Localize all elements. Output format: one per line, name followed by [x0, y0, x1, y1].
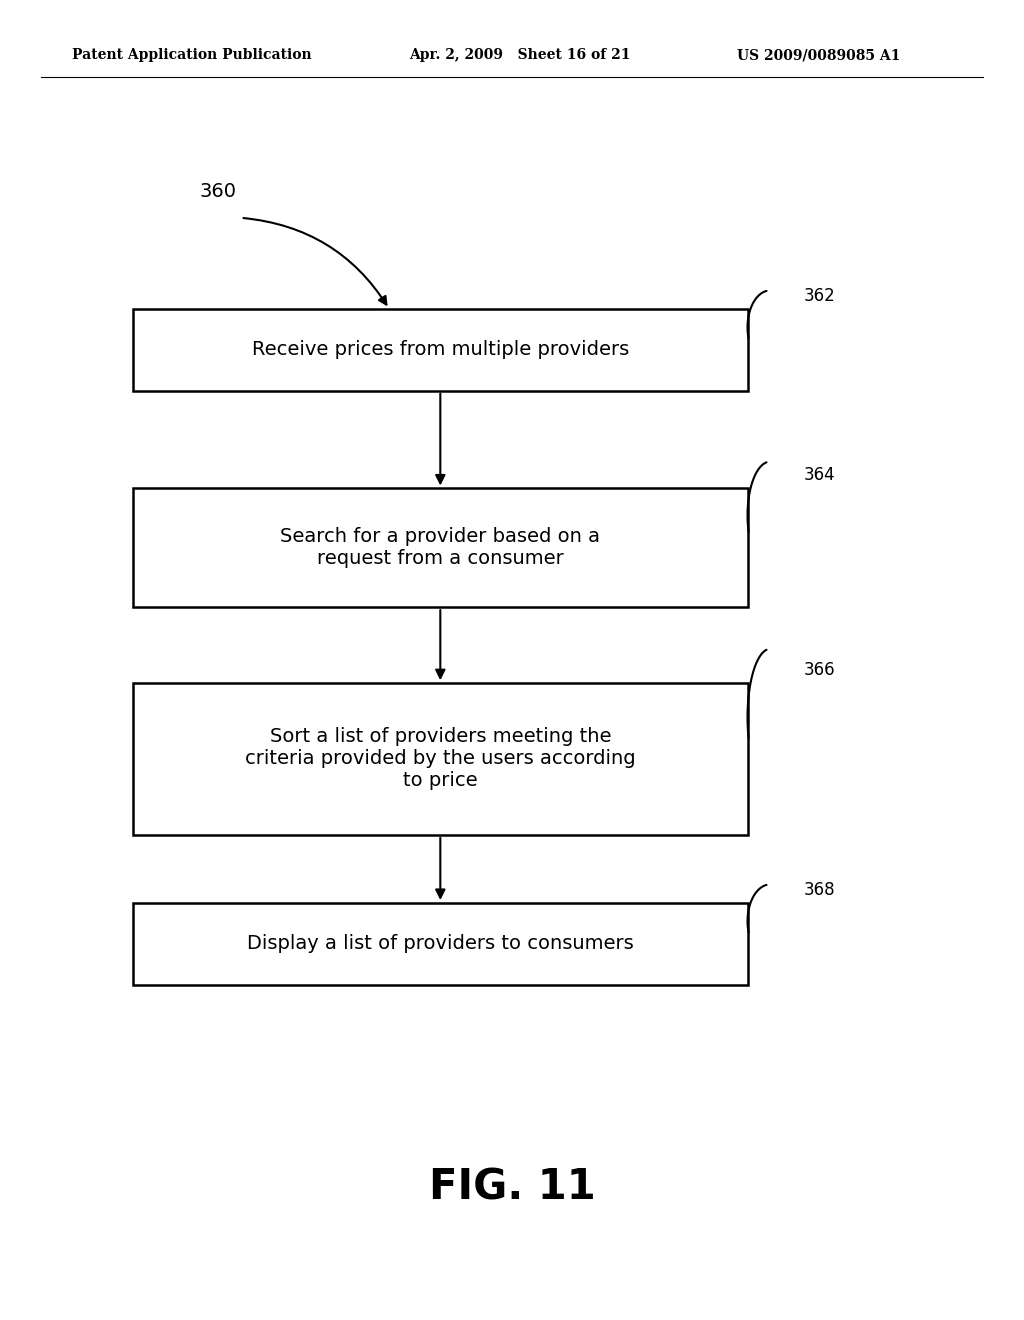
Text: Patent Application Publication: Patent Application Publication	[72, 49, 311, 62]
Text: 366: 366	[804, 661, 836, 678]
FancyBboxPatch shape	[133, 903, 748, 985]
FancyBboxPatch shape	[133, 309, 748, 391]
Text: Apr. 2, 2009   Sheet 16 of 21: Apr. 2, 2009 Sheet 16 of 21	[410, 49, 631, 62]
Text: 368: 368	[804, 880, 836, 899]
FancyBboxPatch shape	[133, 488, 748, 607]
Text: FIG. 11: FIG. 11	[429, 1167, 595, 1209]
Text: Sort a list of providers meeting the
criteria provided by the users according
to: Sort a list of providers meeting the cri…	[245, 727, 636, 791]
Text: Receive prices from multiple providers: Receive prices from multiple providers	[252, 341, 629, 359]
Text: Search for a provider based on a
request from a consumer: Search for a provider based on a request…	[281, 527, 600, 569]
Text: 364: 364	[804, 466, 836, 484]
Text: US 2009/0089085 A1: US 2009/0089085 A1	[737, 49, 901, 62]
Text: 362: 362	[804, 286, 836, 305]
Text: Display a list of providers to consumers: Display a list of providers to consumers	[247, 935, 634, 953]
Text: 360: 360	[200, 182, 237, 201]
FancyBboxPatch shape	[133, 684, 748, 836]
